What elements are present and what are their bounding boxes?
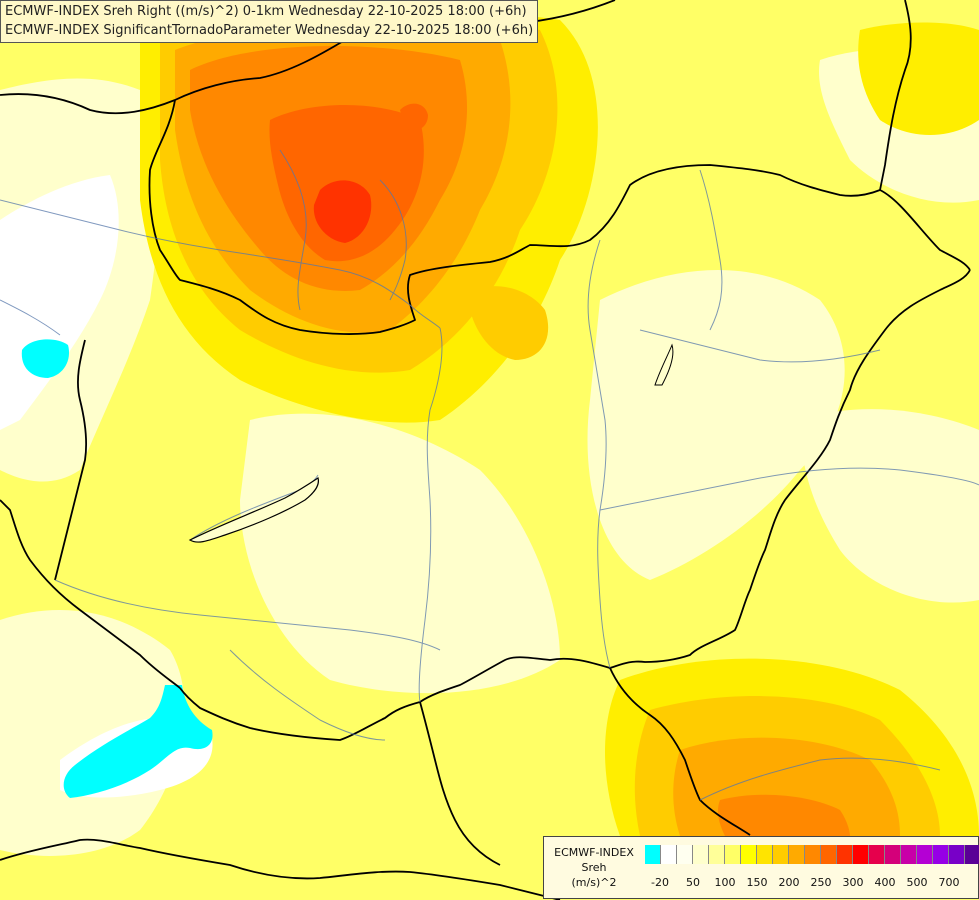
legend-swatch — [709, 845, 725, 864]
river-west-2 — [0, 299, 61, 336]
legend-swatch — [949, 845, 965, 864]
river-ne — [699, 169, 723, 331]
map-title-line2: ECMWF-INDEX SignificantTornadoParameter … — [5, 23, 534, 38]
river-danube-south — [418, 327, 443, 703]
legend-swatch — [853, 845, 869, 864]
legend-swatch — [837, 845, 853, 864]
pale-region-southeast — [800, 409, 979, 603]
river-east-1 — [639, 329, 881, 363]
red-core-north — [313, 180, 372, 243]
legend-ticks: -20 50 100 150 200 250 300 400 500 700 — [645, 876, 975, 890]
river-east-2 — [599, 467, 979, 511]
legend-swatch — [885, 845, 901, 864]
map-title-box: ECMWF-INDEX Sreh Right ((m/s)^2) 0-1km W… — [0, 0, 539, 43]
color-legend: ECMWF-INDEX Sreh (m/s)^2 -20 50 100 150 200 2… — [543, 836, 979, 899]
legend-swatch — [965, 845, 979, 864]
river-north-2 — [379, 179, 407, 301]
legend-tick-label: 500 — [906, 876, 928, 889]
legend-tick-label: 400 — [874, 876, 896, 889]
legend-swatch — [757, 845, 773, 864]
legend-swatch — [677, 845, 693, 864]
legend-tick-label: 150 — [746, 876, 768, 889]
dark-orange-plume-southeast — [717, 794, 850, 836]
lake-west — [21, 339, 70, 378]
legend-tick-label: 100 — [714, 876, 736, 889]
legend-title: ECMWF-INDEX Sreh (m/s)^2 — [548, 845, 640, 890]
legend-swatch — [645, 845, 661, 864]
legend-swatch — [661, 845, 677, 864]
river-se — [699, 757, 941, 801]
legend-swatch — [805, 845, 821, 864]
amber-patch-mideast — [470, 286, 549, 360]
legend-swatch — [869, 845, 885, 864]
map-title-line1: ECMWF-INDEX Sreh Right ((m/s)^2) 0-1km W… — [5, 4, 527, 19]
legend-title-line3: (m/s)^2 — [571, 876, 617, 889]
legend-swatch — [821, 845, 837, 864]
border-east-south — [179, 269, 971, 741]
border-sw-inner — [419, 701, 501, 866]
legend-swatch — [741, 845, 757, 864]
legend-title-line2: Sreh — [581, 861, 607, 874]
legend-tick-label: 200 — [778, 876, 800, 889]
legend-swatches — [645, 845, 979, 864]
river-danube-north — [0, 199, 441, 329]
pale-region-east — [587, 270, 845, 580]
legend-swatch — [789, 845, 805, 864]
pale-region-center — [240, 413, 560, 694]
gold-band-east — [858, 22, 979, 135]
legend-title-line1: ECMWF-INDEX — [554, 846, 634, 859]
legend-swatch — [933, 845, 949, 864]
border-southwest — [0, 499, 181, 689]
legend-swatch — [693, 845, 709, 864]
border-west-vert — [54, 339, 88, 581]
lake-south — [63, 685, 213, 798]
legend-tick-label: 50 — [686, 876, 700, 889]
border-south — [609, 667, 751, 836]
legend-swatch — [773, 845, 789, 864]
pale-region-south — [0, 610, 185, 856]
border-southwest-2 — [0, 838, 561, 900]
legend-swatch — [917, 845, 933, 864]
river-drava — [54, 579, 441, 651]
river-south-2 — [229, 649, 386, 741]
river-north-1 — [279, 149, 307, 311]
lake-ne — [654, 343, 674, 386]
legend-swatch — [725, 845, 741, 864]
legend-tick-label: 300 — [842, 876, 864, 889]
border-west-to-center — [148, 99, 971, 335]
rivers — [0, 149, 979, 801]
legend-tick-label: 250 — [810, 876, 832, 889]
legend-tick-label: 700 — [938, 876, 960, 889]
border-east-north — [879, 0, 912, 191]
legend-tick-label: -20 — [651, 876, 669, 889]
lake-balaton — [188, 477, 320, 543]
red-orange-spot — [400, 103, 428, 131]
river-tisza — [587, 239, 611, 669]
legend-swatch — [901, 845, 917, 864]
